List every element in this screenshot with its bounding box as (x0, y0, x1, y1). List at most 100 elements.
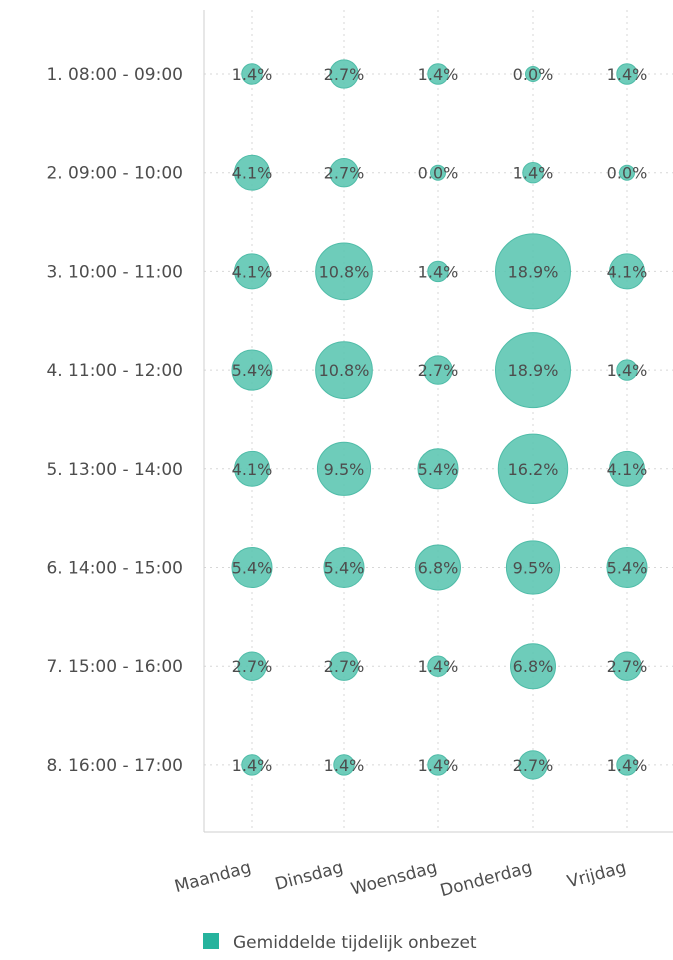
bubble-donderdag-2 (522, 161, 544, 184)
bubble-donderdag-7 (510, 643, 556, 690)
bubble-dinsdag-5 (316, 441, 372, 496)
bubble-vrijdag-5 (609, 450, 645, 487)
bubble-vrijdag-1 (616, 63, 638, 85)
bubble-donderdag-4 (495, 332, 571, 409)
bubble-maandag-1 (241, 63, 263, 85)
bubble-dinsdag-6 (323, 546, 365, 589)
bubble-donderdag-8 (518, 750, 548, 780)
axes-layer (203, 10, 673, 833)
x-tick-label-woensdag: Woensdag (349, 858, 439, 900)
data-label: 0.0% (513, 65, 554, 84)
bubble-maandag-2 (234, 154, 270, 191)
data-label: 16.2% (508, 460, 559, 479)
bubble-donderdag-6 (505, 540, 561, 595)
data-label: 1.4% (418, 65, 459, 84)
bubble-dinsdag-1 (329, 59, 359, 89)
bubbles-layer (231, 59, 648, 780)
data-label: 2.7% (324, 657, 365, 676)
bubble-woensdag-8 (427, 754, 449, 776)
data-label: 18.9% (508, 361, 559, 380)
data-label: 10.8% (319, 262, 370, 281)
legend-label: Gemiddelde tijdelijk onbezet (233, 933, 477, 953)
bubble-woensdag-2 (430, 164, 446, 181)
data-label: 4.1% (232, 262, 273, 281)
bubble-woensdag-1 (427, 63, 449, 85)
bubble-maandag-5 (234, 450, 270, 487)
data-label: 5.4% (324, 559, 365, 578)
bubble-dinsdag-7 (329, 651, 359, 681)
y-tick-label: 6. 14:00 - 15:00 (46, 559, 183, 579)
data-label: 1.4% (607, 756, 648, 775)
bubble-vrijdag-7 (612, 651, 642, 681)
bubble-donderdag-3 (495, 233, 571, 310)
bubble-maandag-4 (231, 349, 273, 391)
y-tick-label: 5. 13:00 - 14:00 (46, 460, 183, 480)
data-label: 1.4% (513, 164, 554, 183)
data-label: 5.4% (232, 559, 273, 578)
y-tick-label: 3. 10:00 - 11:00 (46, 262, 183, 282)
bubble-maandag-7 (237, 651, 267, 681)
grid-layer (204, 10, 673, 832)
bubble-dinsdag-2 (329, 158, 359, 188)
data-label: 2.7% (324, 65, 365, 84)
bubble-vrijdag-2 (619, 164, 635, 181)
x-tick-label-donderdag: Donderdag (438, 858, 534, 902)
data-label: 1.4% (607, 65, 648, 84)
data-label: 1.4% (324, 756, 365, 775)
bubble-maandag-6 (231, 546, 273, 589)
bubble-donderdag-5 (497, 433, 569, 505)
bubble-maandag-3 (234, 253, 270, 290)
bubble-woensdag-6 (415, 544, 461, 591)
data-label: 5.4% (418, 460, 459, 479)
y-tick-label: 8. 16:00 - 17:00 (46, 756, 183, 776)
data-label: 2.7% (418, 361, 459, 380)
data-label: 10.8% (319, 361, 370, 380)
bubble-maandag-8 (241, 754, 263, 776)
y-tick-label: 2. 09:00 - 10:00 (46, 164, 183, 184)
data-label: 4.1% (607, 460, 648, 479)
data-label: 2.7% (607, 657, 648, 676)
data-label: 1.4% (418, 657, 459, 676)
data-label: 1.4% (232, 65, 273, 84)
data-label: 9.5% (513, 559, 554, 578)
labels-layer: 1.4% 2.7% 1.4% 0.0% 1.4% 4.1% 2.7% 0.0% 1.4% 0.0%… (232, 65, 648, 775)
bubble-vrijdag-4 (616, 359, 638, 381)
data-label: 6.8% (418, 559, 459, 578)
data-label: 4.1% (607, 262, 648, 281)
x-tick-label-vrijdag: Vrijdag (565, 858, 628, 893)
legend-swatch (203, 933, 219, 949)
bubble-dinsdag-4 (315, 341, 373, 399)
bubble-woensdag-4 (423, 355, 453, 385)
bubble-donderdag-1 (525, 66, 541, 82)
data-label: 0.0% (607, 164, 648, 183)
x-tick-label-dinsdag: Dinsdag (273, 858, 345, 895)
data-label: 6.8% (513, 657, 554, 676)
bubble-dinsdag-3 (315, 242, 373, 301)
data-label: 1.4% (418, 262, 459, 281)
bubble-vrijdag-3 (609, 253, 645, 290)
bubble-woensdag-5 (417, 448, 459, 490)
bubble-vrijdag-6 (606, 546, 648, 589)
data-label: 9.5% (324, 460, 365, 479)
data-label: 1.4% (607, 361, 648, 380)
bubble-woensdag-3 (427, 260, 449, 283)
data-label: 5.4% (607, 559, 648, 578)
data-label: 2.7% (324, 164, 365, 183)
data-label: 0.0% (418, 164, 459, 183)
data-label: 2.7% (513, 756, 554, 775)
data-label: 18.9% (508, 262, 559, 281)
data-label: 5.4% (232, 361, 273, 380)
legend: Gemiddelde tijdelijk onbezet (203, 933, 477, 953)
data-label: 1.4% (232, 756, 273, 775)
bubble-vrijdag-8 (616, 754, 638, 776)
data-label: 1.4% (418, 756, 459, 775)
y-tick-label: 7. 15:00 - 16:00 (46, 657, 183, 677)
y-tick-label: 1. 08:00 - 09:00 (46, 65, 183, 85)
bubble-woensdag-7 (427, 655, 449, 677)
x-tick-label-maandag: Maandag (173, 858, 254, 898)
bubble-dinsdag-8 (333, 754, 355, 776)
data-label: 4.1% (232, 460, 273, 479)
y-tick-label: 4. 11:00 - 12:00 (46, 361, 183, 381)
